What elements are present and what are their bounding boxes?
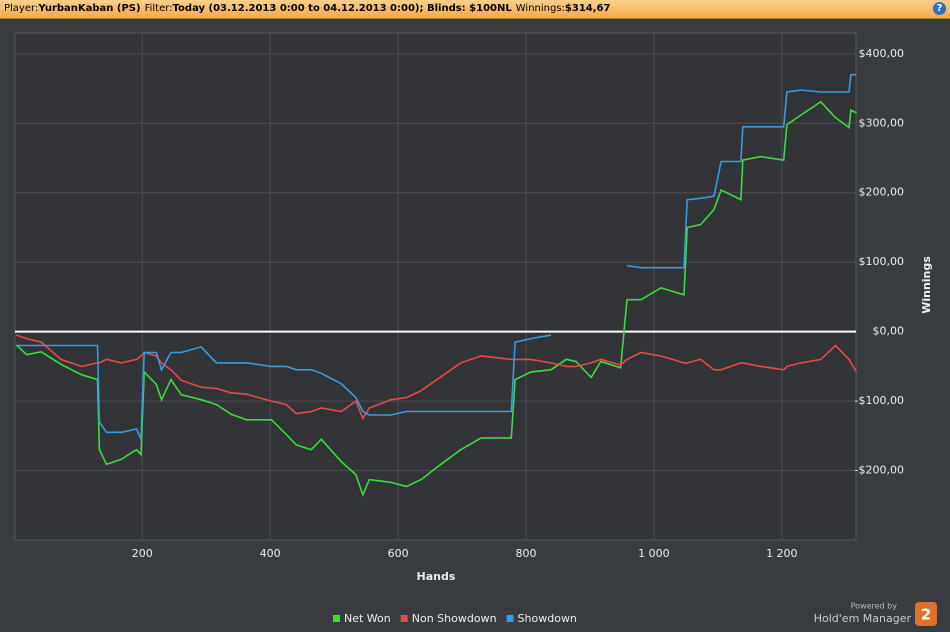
x-tick-label: 600 [388,547,409,560]
plot-area [14,32,857,541]
logo-text: 2 [921,606,931,624]
y-tick-label: $300,00 [859,116,905,129]
filter: Today (03.12.2013 0:00 to 04.12.2013 0:0… [172,3,512,14]
help-button[interactable]: ? [933,2,946,15]
legend-swatch [400,615,408,622]
winnings: $314,67 [564,3,611,14]
x-tick-label: 1 200 [766,547,798,560]
winnings-label: Winnings: [515,3,565,14]
y-tick-label: $100,00 [859,255,905,268]
x-axis-title: Hands [417,570,456,583]
legend-swatch [333,615,340,622]
x-tick-label: 1 000 [638,547,670,560]
y-axis-title: Winnings [920,256,933,314]
x-tick-label: 400 [260,547,281,560]
logo [915,602,937,626]
legend: Net Won Non Showdown Showdown [333,612,577,625]
series-line [16,73,857,440]
filter-label: Filter: [144,3,173,14]
legend-swatch [506,615,514,622]
y-tick-label: -$100,00 [855,394,904,407]
y-tick-label: $200,00 [859,186,905,199]
legend-label: Showdown [518,612,577,625]
header-bar: Player:YurbanKaban (PS) Filter:Today (03.… [0,0,950,19]
legend-label: Net Won [344,612,391,625]
player-label: Player: [4,3,39,14]
x-tick-label: 800 [515,547,536,560]
y-tick-label: -$200,00 [855,464,904,477]
series-line [16,334,858,421]
powered-by: Powered by [851,602,898,611]
y-tick-label: $400,00 [859,47,905,60]
y-tick-label: $0,00 [873,325,905,338]
product-name: Hold'em Manager [814,612,912,625]
x-tick-label: 200 [132,547,153,560]
player: YurbanKaban (PS) [38,3,141,14]
legend-label: Non Showdown [412,612,497,625]
chart: Hands Winnings Powered by Hold'em Manage… [14,32,937,626]
